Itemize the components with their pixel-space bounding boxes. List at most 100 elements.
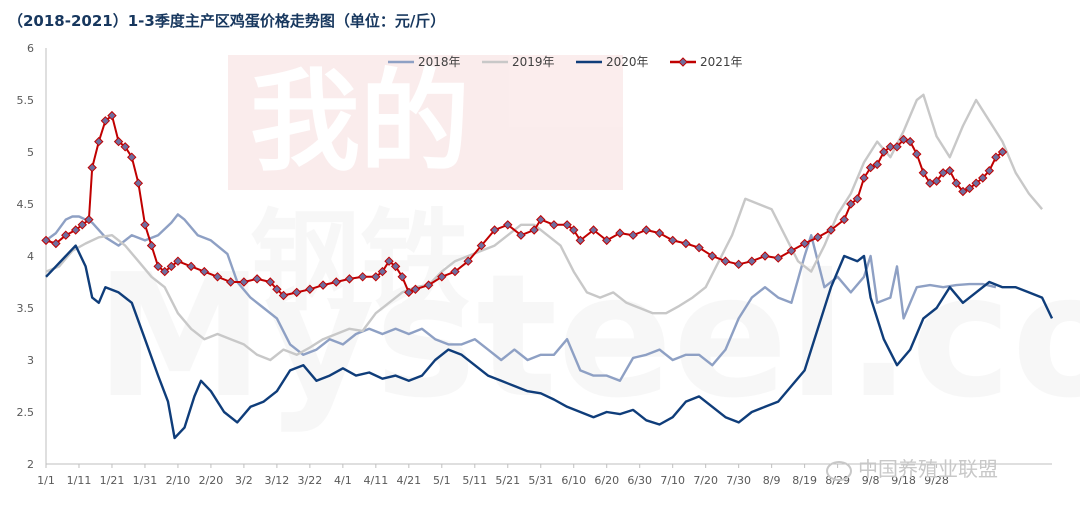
credit-text: 中国养殖业联盟: [858, 457, 998, 481]
data-point: [186, 261, 196, 272]
x-tick-label: 6/10: [561, 474, 586, 487]
data-point: [489, 225, 500, 235]
data-point: [404, 287, 414, 298]
data-point: [305, 284, 315, 294]
x-tick-label: 8/9: [763, 474, 781, 487]
data-point: [786, 246, 797, 256]
data-point: [885, 142, 896, 152]
data-point: [654, 228, 665, 238]
data-point: [641, 225, 652, 235]
x-tick-label: 4/11: [363, 474, 388, 487]
data-point: [120, 142, 130, 152]
y-tick-label: 4.5: [17, 198, 35, 211]
data-point: [562, 220, 572, 230]
data-point: [529, 225, 539, 235]
data-point: [61, 230, 71, 240]
data-point: [318, 280, 328, 290]
x-tick-label: 2/20: [199, 474, 224, 487]
data-point: [77, 220, 87, 230]
x-tick-label: 3/22: [298, 474, 323, 487]
data-point: [826, 225, 836, 235]
svg-text:Mysteel.com: Mysteel.com: [95, 238, 1080, 436]
y-tick-label: 2: [27, 458, 34, 471]
data-point: [272, 284, 282, 294]
x-tick-label: 7/10: [660, 474, 685, 487]
data-point: [667, 235, 678, 246]
x-tick-label: 5/21: [495, 474, 520, 487]
data-point: [839, 214, 849, 225]
data-point: [239, 277, 249, 287]
x-tick-label: 7/20: [693, 474, 718, 487]
series-lines: [45, 93, 1054, 440]
data-point: [476, 240, 487, 251]
data-point: [153, 261, 163, 272]
data-point: [127, 152, 137, 162]
data-point: [423, 280, 434, 290]
data-point: [146, 240, 157, 251]
data-point: [384, 256, 394, 266]
data-point: [437, 272, 447, 282]
x-tick-label: 8/19: [792, 474, 817, 487]
svg-text:钢铁: 钢铁: [250, 198, 470, 326]
data-point: [199, 266, 210, 277]
x-tick-label: 1/21: [100, 474, 125, 487]
legend-label: 2020年: [606, 55, 649, 69]
x-tick-label: 5/11: [462, 474, 487, 487]
data-point: [892, 142, 902, 152]
data-point: [971, 178, 981, 188]
data-point: [377, 266, 388, 277]
data-point: [160, 266, 170, 277]
legend-label: 2021年: [700, 55, 743, 69]
x-tick-label: 9/8: [862, 474, 880, 487]
data-point: [549, 220, 559, 230]
data-point: [503, 220, 513, 230]
data-point: [865, 162, 876, 173]
data-point: [964, 183, 975, 194]
x-tick-label: 6/20: [594, 474, 619, 487]
data-point: [707, 251, 717, 261]
data-point: [918, 168, 929, 178]
x-tick-label: 1/31: [133, 474, 158, 487]
legend: 2018年 2019年 2020年 2021年: [388, 55, 743, 69]
x-axis-labels: 1/1 1/11 1/21 1/31 2/10 2/20 3/2 3/12 3/22 4/1 4/1…: [37, 474, 949, 487]
x-tick-label: 5/1: [433, 474, 451, 487]
data-point: [94, 136, 104, 147]
x-tick-label: 3/12: [265, 474, 290, 487]
y-tick-label: 6: [27, 42, 34, 55]
x-tick-label: 2/10: [166, 474, 191, 487]
x-tick-label: 3/2: [235, 474, 253, 487]
data-point: [87, 162, 97, 173]
legend-label: 2019年: [512, 55, 555, 69]
data-point: [166, 261, 177, 272]
axes: [45, 48, 1052, 468]
data-point: [978, 173, 988, 183]
data-point: [357, 272, 368, 282]
y-tick-label: 2.5: [17, 406, 35, 419]
data-point: [226, 277, 236, 287]
data-point: [945, 166, 955, 176]
data-point: [799, 238, 810, 249]
y-tick-label: 5: [27, 146, 34, 159]
series-line-2019年: [45, 93, 1044, 362]
x-tick-label: 5/31: [528, 474, 553, 487]
data-point: [984, 166, 995, 176]
data-point: [516, 230, 526, 240]
data-point: [879, 147, 889, 157]
data-point: [536, 214, 546, 225]
data-point: [51, 238, 61, 249]
series-line-2020年: [45, 244, 1054, 440]
data-point: [997, 147, 1008, 157]
data-point: [291, 287, 302, 298]
data-point: [344, 274, 355, 284]
data-point: [602, 235, 612, 246]
data-point: [278, 290, 289, 301]
x-tick-label: 7/30: [726, 474, 751, 487]
data-point: [569, 225, 579, 235]
svg-text:我的: 我的: [250, 58, 470, 186]
x-tick-label: 1/11: [67, 474, 92, 487]
data-point: [252, 274, 262, 284]
data-point: [331, 277, 341, 287]
data-point: [733, 259, 744, 270]
data-point: [133, 178, 144, 188]
data-point: [760, 251, 770, 261]
